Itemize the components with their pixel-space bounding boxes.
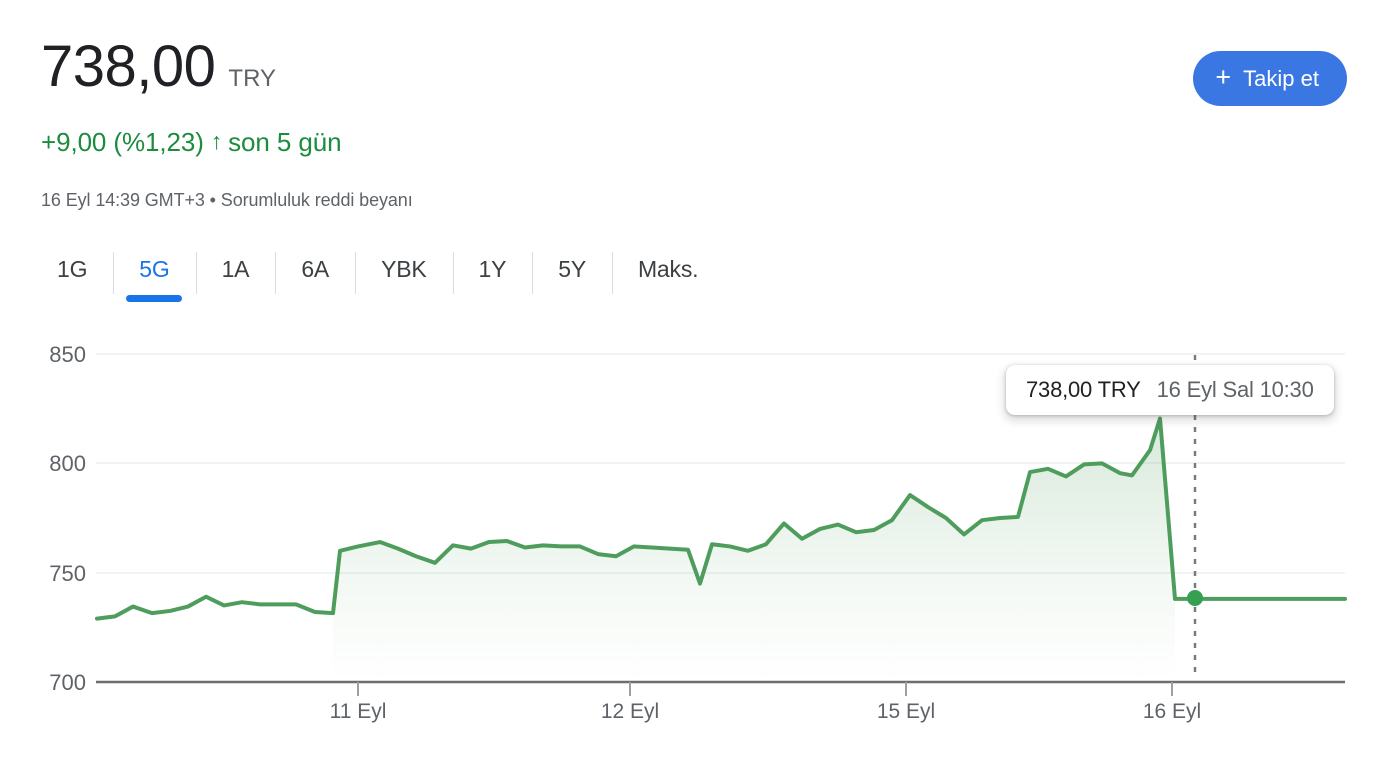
change-period-label: son 5 gün	[228, 127, 342, 157]
tab-underline	[126, 295, 183, 302]
up-arrow-icon: ↑	[210, 128, 223, 154]
tab-1g[interactable]: 1G	[41, 252, 113, 308]
tab-maks[interactable]: Maks.	[611, 252, 724, 308]
tab-label: 6A	[301, 256, 330, 282]
tab-label: 1A	[221, 256, 250, 282]
tab-label: 1G	[57, 256, 88, 282]
chart-canvas[interactable]: 850 800 750 700	[0, 330, 1388, 730]
svg-text:850: 850	[49, 342, 86, 367]
svg-text:700: 700	[49, 670, 86, 695]
tab-label: Maks.	[637, 256, 699, 282]
current-price: 738,00	[41, 34, 216, 99]
x-axis-labels: 11 Eyl 12 Eyl 15 Eyl 16 Eyl	[330, 700, 1202, 723]
currency-label: TRY	[228, 65, 276, 92]
svg-text:11 Eyl: 11 Eyl	[330, 700, 387, 723]
follow-button[interactable]: + Takip et	[1193, 51, 1347, 106]
price-change-value: +9,00 (%1,23)	[41, 127, 204, 157]
svg-text:750: 750	[49, 561, 86, 586]
tooltip-date: 16 Eyl Sal 10:30	[1156, 377, 1314, 402]
tooltip-price: 738,00 TRY	[1026, 377, 1141, 402]
svg-text:15 Eyl: 15 Eyl	[877, 700, 935, 723]
tab-label: 1Y	[478, 256, 507, 282]
selected-point-marker	[1187, 590, 1203, 606]
tab-label: YBK	[381, 256, 427, 282]
tab-5y[interactable]: 5Y	[532, 252, 612, 308]
svg-text:800: 800	[49, 451, 86, 476]
tab-5g[interactable]: 5G	[113, 252, 195, 308]
price-headline: 738,00 TRY	[41, 36, 276, 98]
tab-label: 5G	[139, 256, 170, 282]
tab-label: 5Y	[558, 256, 586, 282]
plus-icon: +	[1215, 62, 1232, 92]
follow-button-label: Takip et	[1243, 65, 1319, 91]
y-axis-labels: 850 800 750 700	[49, 342, 86, 695]
timestamp-disclaimer[interactable]: 16 Eyl 14:39 GMT+3 • Sorumluluk reddi be…	[41, 190, 413, 210]
chart-tooltip: 738,00 TRY 16 Eyl Sal 10:30	[1006, 365, 1334, 415]
x-axis	[96, 680, 1345, 696]
price-change-row: +9,00 (%1,23) ↑ son 5 gün	[41, 127, 342, 158]
range-tab-bar: 1G 5G 1A 6A YBK 1Y 5Y Maks.	[41, 252, 724, 308]
tab-1y[interactable]: 1Y	[452, 252, 533, 308]
price-chart[interactable]: 850 800 750 700	[0, 330, 1388, 730]
svg-text:12 Eyl: 12 Eyl	[601, 700, 659, 723]
tab-6a[interactable]: 6A	[275, 252, 355, 308]
tab-1a[interactable]: 1A	[195, 252, 276, 308]
svg-text:16 Eyl: 16 Eyl	[1143, 700, 1201, 723]
tab-ybk[interactable]: YBK	[355, 252, 452, 308]
chart-line	[95, 416, 1347, 621]
